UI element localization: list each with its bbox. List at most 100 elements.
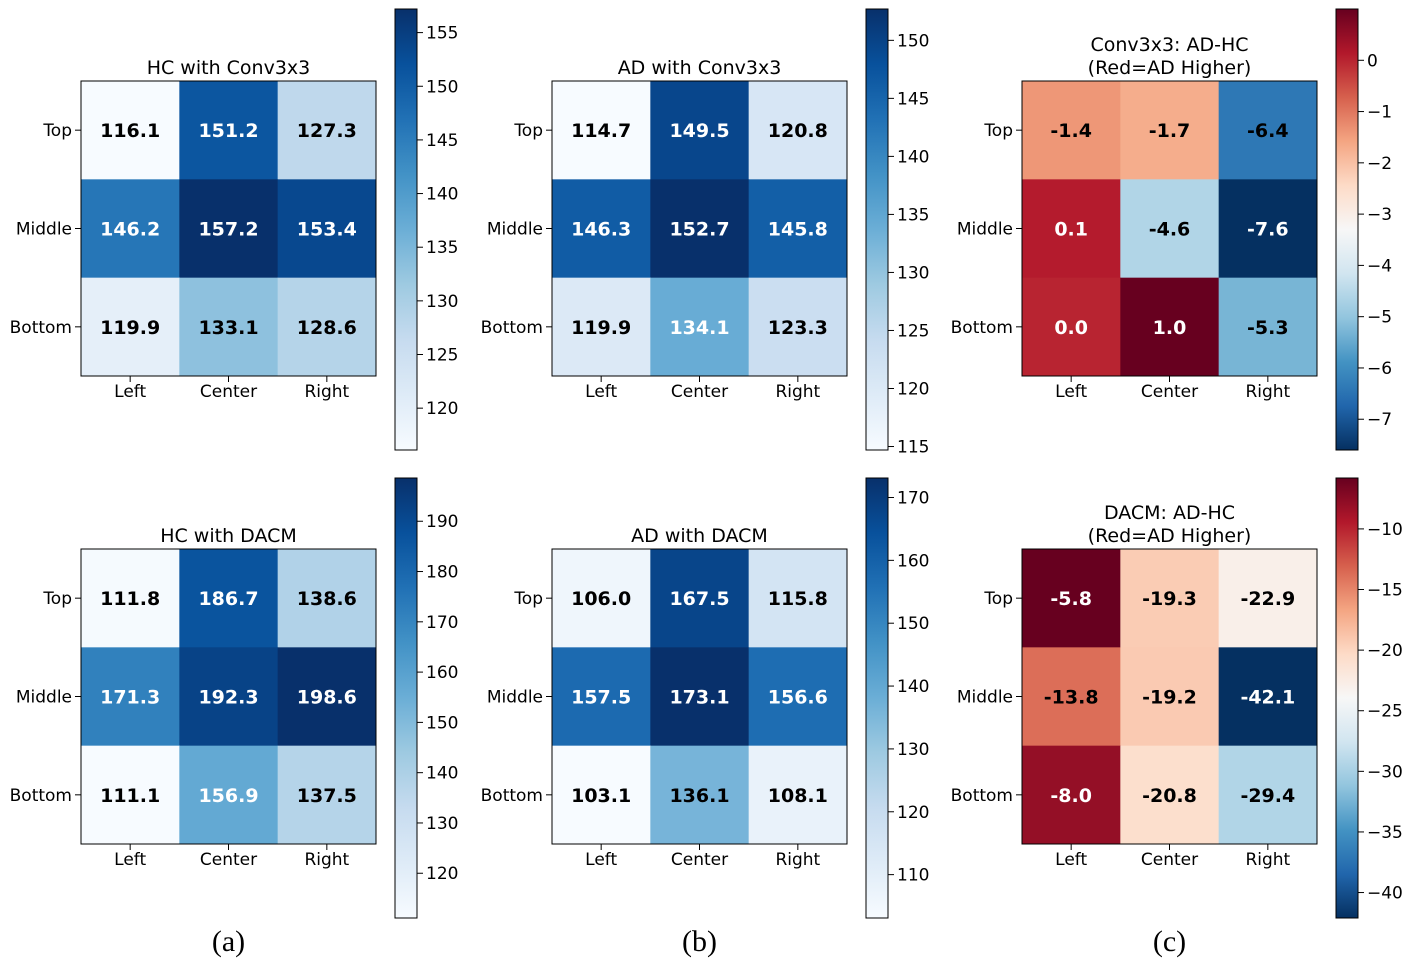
- colorbar-tick-label: 135: [426, 238, 458, 258]
- cell-value-label: 115.8: [768, 588, 828, 610]
- cell-value-label: 120.8: [768, 120, 828, 142]
- heatmap-panel-6: DACM: AD-HC(Red=AD Higher) -5.8 -19.3 -22.9…: [951, 477, 1403, 919]
- heatmap-cell: [1120, 179, 1220, 279]
- cell-value-label: -4.6: [1149, 219, 1191, 241]
- heatmap-cell: [552, 745, 651, 845]
- heatmap-panel-1: HC with Conv3x3 116.1 151.2 127.3 146.2 157.2…: [10, 8, 458, 451]
- heatmap-panel-5: AD with DACM 106.0 167.5 115.8 157.5 173.1 156…: [481, 477, 929, 919]
- cell-value-label: 111.8: [100, 588, 160, 610]
- cell-value-label: 156.9: [198, 785, 258, 807]
- x-tick-label: Left: [1055, 850, 1087, 870]
- heatmap-cell: [81, 647, 180, 747]
- cell-value-label: 108.1: [768, 785, 828, 807]
- cell-value-label: -13.8: [1044, 687, 1099, 709]
- cell-value-label: 157.2: [198, 219, 258, 241]
- heatmap-cell: [1022, 549, 1121, 648]
- heatmap-cell: [748, 277, 848, 377]
- heatmap-cell: [748, 179, 848, 279]
- y-tick-label: Top: [42, 589, 72, 609]
- heatmap-cell: [552, 647, 651, 747]
- heatmap-cell: [277, 647, 377, 747]
- x-tick-label: Left: [585, 382, 617, 402]
- y-tick-label: Middle: [487, 688, 543, 708]
- colorbar-tick-label: 115: [897, 438, 929, 458]
- cell-value-label: 137.5: [297, 785, 357, 807]
- cell-value-label: 153.4: [297, 219, 357, 241]
- cell-value-label: 157.5: [571, 687, 631, 709]
- heatmap-cell: [650, 745, 750, 845]
- cell-value-label: 111.1: [100, 785, 160, 807]
- cell-value-label: 134.1: [669, 317, 729, 339]
- cell-value-label: 192.3: [198, 687, 258, 709]
- colorbar-tick-label: −1: [1367, 103, 1392, 123]
- heatmap-cell: [1022, 81, 1121, 180]
- cell-value-label: -19.3: [1142, 588, 1197, 610]
- heatmap-cell: [179, 647, 279, 747]
- heatmap-cell: [81, 81, 180, 180]
- colorbar: [394, 8, 418, 451]
- heatmap-cell: [552, 81, 651, 180]
- heatmap-cell: [1120, 549, 1220, 648]
- cell-value-label: -7.6: [1247, 219, 1289, 241]
- x-tick-label: Right: [775, 850, 820, 870]
- cell-value-label: 103.1: [571, 785, 631, 807]
- colorbar-tick-label: 150: [426, 77, 458, 97]
- colorbar: [865, 8, 889, 451]
- colorbar-tick-label: 130: [426, 292, 458, 312]
- colorbar-tick-label: −35: [1367, 823, 1403, 843]
- heatmap-cell: [1218, 277, 1318, 377]
- heatmap-cell: [650, 277, 750, 377]
- colorbar-tick-label: −10: [1367, 520, 1403, 540]
- panel-label-a: (a): [212, 925, 245, 958]
- y-tick-label: Top: [983, 589, 1013, 609]
- cell-value-label: 136.1: [669, 785, 729, 807]
- heatmap-cell: [179, 277, 279, 377]
- colorbar-tick-label: 120: [426, 399, 458, 419]
- heatmap-cell: [179, 81, 279, 180]
- colorbar-tick-label: 145: [426, 131, 458, 151]
- colorbar-tick-label: 190: [426, 512, 458, 532]
- heatmap-cell: [1120, 277, 1220, 377]
- cell-value-label: -42.1: [1240, 687, 1295, 709]
- cell-value-label: 106.0: [571, 588, 631, 610]
- colorbar-tick-label: 125: [426, 346, 458, 366]
- colorbar-tick-label: −3: [1367, 205, 1392, 225]
- y-tick-label: Bottom: [10, 318, 72, 338]
- x-tick-label: Left: [585, 850, 617, 870]
- heatmap-cell: [1218, 745, 1318, 845]
- colorbar: [1335, 477, 1359, 919]
- heatmap-cell: [552, 277, 651, 377]
- cell-value-label: 152.7: [669, 219, 729, 241]
- cell-value-label: 128.6: [297, 317, 357, 339]
- y-tick-label: Bottom: [481, 786, 543, 806]
- heatmap-cell: [1022, 277, 1121, 377]
- heatmap-title: AD with DACM: [631, 525, 768, 547]
- colorbar-tick-label: 135: [897, 205, 929, 225]
- x-tick-label: Right: [304, 850, 349, 870]
- y-tick-label: Bottom: [951, 318, 1013, 338]
- heatmap-cell: [650, 647, 750, 747]
- colorbar-tick-label: 160: [897, 551, 929, 571]
- cell-value-label: -19.2: [1142, 687, 1197, 709]
- cell-value-label: 146.2: [100, 219, 160, 241]
- heatmap-cell: [1218, 647, 1318, 747]
- x-tick-label: Center: [200, 382, 257, 402]
- colorbar-tick-label: 150: [897, 614, 929, 634]
- colorbar-tick-label: −7: [1367, 410, 1392, 430]
- cell-value-label: -29.4: [1240, 785, 1295, 807]
- heatmap-cell: [748, 745, 848, 845]
- colorbar-tick-label: 180: [426, 563, 458, 583]
- colorbar-tick-label: 140: [426, 764, 458, 784]
- colorbar-tick-label: 140: [426, 185, 458, 205]
- heatmap-cell: [81, 179, 180, 279]
- heatmap-cell: [277, 81, 377, 180]
- cell-value-label: -5.3: [1247, 317, 1289, 339]
- y-tick-label: Middle: [16, 688, 72, 708]
- y-tick-label: Top: [983, 121, 1013, 141]
- y-tick-label: Bottom: [10, 786, 72, 806]
- heatmap-title: HC with DACM: [160, 525, 297, 547]
- cell-value-label: 127.3: [297, 120, 357, 142]
- cell-value-label: 123.3: [768, 317, 828, 339]
- heatmap-title: (Red=AD Higher): [1088, 525, 1252, 547]
